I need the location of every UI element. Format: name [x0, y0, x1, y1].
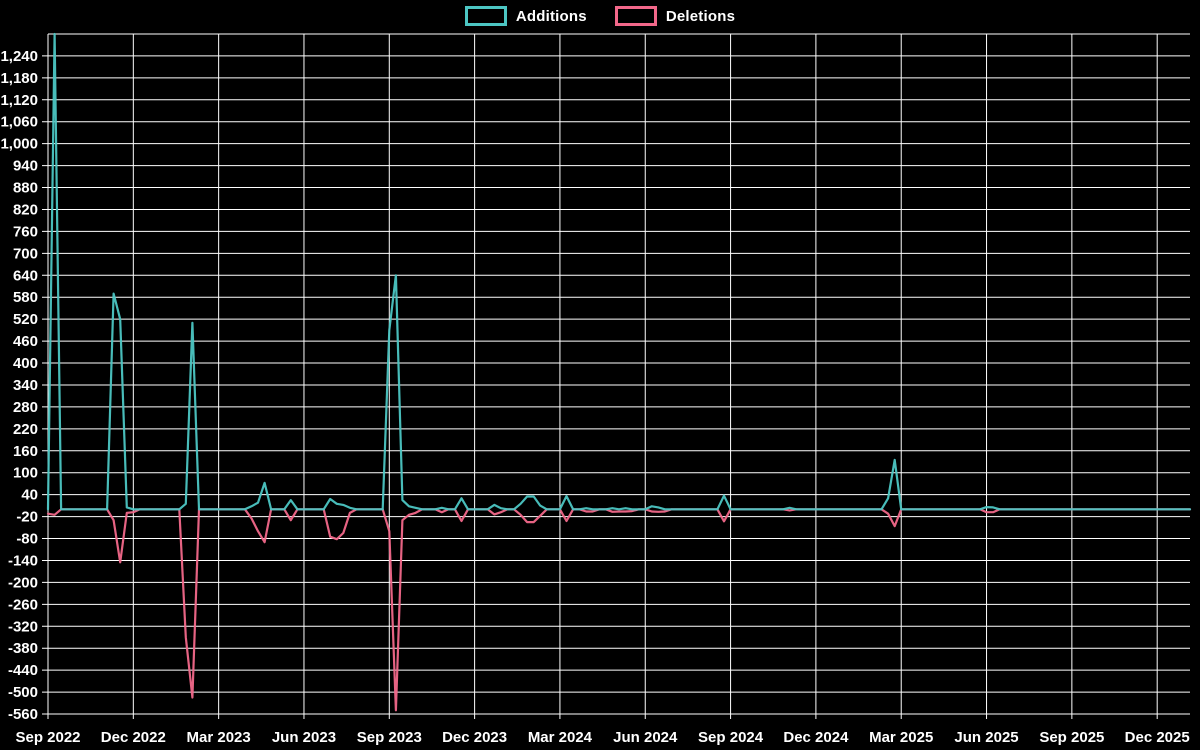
x-tick-label: Dec 2023	[442, 729, 507, 746]
x-tick-label: Dec 2022	[101, 729, 166, 746]
y-tick-label: -320	[8, 618, 38, 635]
x-tick-label: Jun 2024	[613, 729, 678, 746]
y-tick-label: 1,240	[0, 48, 38, 65]
x-tick-label: Jun 2025	[954, 729, 1018, 746]
x-tick-label: Mar 2023	[187, 729, 251, 746]
y-tick-label: 880	[13, 180, 38, 197]
x-tick-label: Sep 2022	[15, 729, 80, 746]
x-tick-label: Sep 2025	[1039, 729, 1104, 746]
y-tick-label: 820	[13, 201, 38, 218]
x-tick-label: Sep 2024	[698, 729, 764, 746]
y-tick-label: -260	[8, 596, 38, 613]
y-tick-label: -440	[8, 662, 38, 679]
y-tick-label: 40	[21, 487, 38, 504]
y-tick-label: -200	[8, 574, 38, 591]
legend-label-additions: Additions	[515, 7, 587, 25]
additions-swatch-icon	[464, 6, 507, 26]
legend-item-additions[interactable]: Additions	[464, 6, 587, 26]
y-tick-label: 940	[13, 158, 38, 175]
y-tick-label: 400	[13, 355, 38, 372]
chart-legend: Additions Deletions	[0, 6, 1200, 26]
y-tick-label: -80	[16, 531, 38, 548]
y-tick-label: 1,120	[0, 92, 38, 109]
y-tick-label: 280	[13, 399, 38, 416]
y-tick-label: 340	[13, 377, 38, 394]
x-tick-label: Mar 2024	[528, 729, 593, 746]
y-tick-label: -20	[16, 509, 38, 526]
y-tick-label: -140	[8, 552, 38, 569]
y-tick-label: 1,000	[0, 136, 38, 153]
legend-item-deletions[interactable]: Deletions	[614, 6, 736, 26]
y-tick-label: 460	[13, 333, 38, 350]
series-line-deletions	[46, 508, 1192, 712]
deletions-swatch-icon	[614, 6, 657, 26]
series-line-additions	[46, 32, 1192, 511]
y-tick-label: -500	[8, 684, 38, 701]
x-tick-label: Dec 2024	[783, 729, 849, 746]
y-tick-label: 100	[13, 465, 38, 482]
x-tick-label: Sep 2023	[357, 729, 422, 746]
x-tick-label: Jun 2023	[272, 729, 336, 746]
y-tick-label: 220	[13, 421, 38, 438]
legend-label-deletions: Deletions	[665, 7, 736, 25]
y-tick-label: 520	[13, 311, 38, 328]
y-tick-label: 760	[13, 223, 38, 240]
y-tick-label: -560	[8, 706, 38, 723]
x-tick-label: Mar 2025	[869, 729, 933, 746]
y-tick-label: 580	[13, 289, 38, 306]
y-tick-label: -380	[8, 640, 38, 657]
y-tick-label: 1,180	[0, 70, 38, 87]
y-tick-label: 1,060	[0, 114, 38, 131]
y-tick-label: 700	[13, 245, 38, 262]
y-tick-label: 640	[13, 267, 38, 284]
y-tick-label: 160	[13, 443, 38, 460]
x-tick-label: Dec 2025	[1125, 729, 1190, 746]
